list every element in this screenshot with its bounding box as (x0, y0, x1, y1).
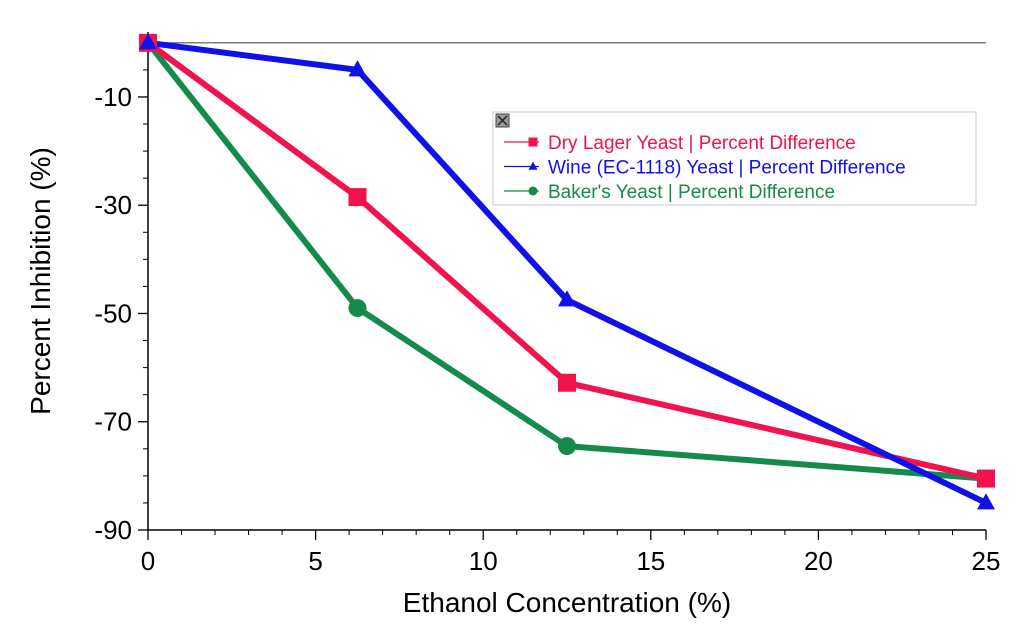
data-point-square (558, 373, 576, 392)
data-point-square (348, 188, 367, 207)
x-tick-label: 20 (804, 546, 833, 576)
data-point-circle (558, 437, 576, 456)
data-point-square (977, 469, 995, 488)
legend-label: Wine (EC-1118) Yeast | Percent Differenc… (548, 158, 906, 179)
legend-box (492, 111, 977, 206)
axes: 0 5 10 15 20 25 -10 -30 -50 -70 -90 (94, 32, 1000, 576)
y-axis-title: Percent Inhibition (%) (25, 147, 56, 415)
y-tick-label: -10 (94, 82, 132, 112)
legend-marker-circle (528, 186, 538, 196)
legend-entry: Dry Lager Yeast | Percent Difference (504, 133, 856, 154)
data-point-triangle (977, 493, 995, 510)
legend-marker-square (528, 137, 538, 147)
legend-label: Dry Lager Yeast | Percent Difference (548, 133, 856, 154)
data-point-circle (348, 299, 367, 318)
x-tick-label: 25 (972, 546, 1001, 576)
y-tick-label: -70 (94, 407, 132, 437)
data-point-triangle (558, 290, 576, 307)
data-point-triangle (348, 60, 367, 77)
y-tick-label: -90 (94, 515, 132, 545)
x-tick-label: 10 (469, 546, 498, 576)
y-tick-label: -50 (94, 298, 132, 328)
legend-close-icon[interactable] (495, 113, 510, 128)
x-tick-label: 0 (141, 546, 155, 576)
series-line-circle (145, 40, 987, 482)
y-tick-label: -30 (94, 190, 132, 220)
close-icon-stroke (497, 115, 508, 126)
series-line-square (146, 40, 987, 482)
series-group (139, 33, 995, 510)
legend-entry: Wine (EC-1118) Yeast | Percent Differenc… (504, 158, 906, 179)
legend-marker-triangle (528, 161, 538, 170)
x-tick-label: 5 (308, 546, 322, 576)
series-line-triangle (147, 39, 988, 506)
x-axis-title: Ethanol Concentration (%) (403, 587, 731, 618)
legend-entry: Baker's Yeast | Percent Difference (504, 182, 835, 203)
x-tick-label: 15 (636, 546, 665, 576)
legend-label: Baker's Yeast | Percent Difference (548, 182, 835, 203)
legend[interactable]: Dry Lager Yeast | Percent Difference Wine… (492, 111, 977, 206)
data-point-triangle (139, 33, 157, 50)
